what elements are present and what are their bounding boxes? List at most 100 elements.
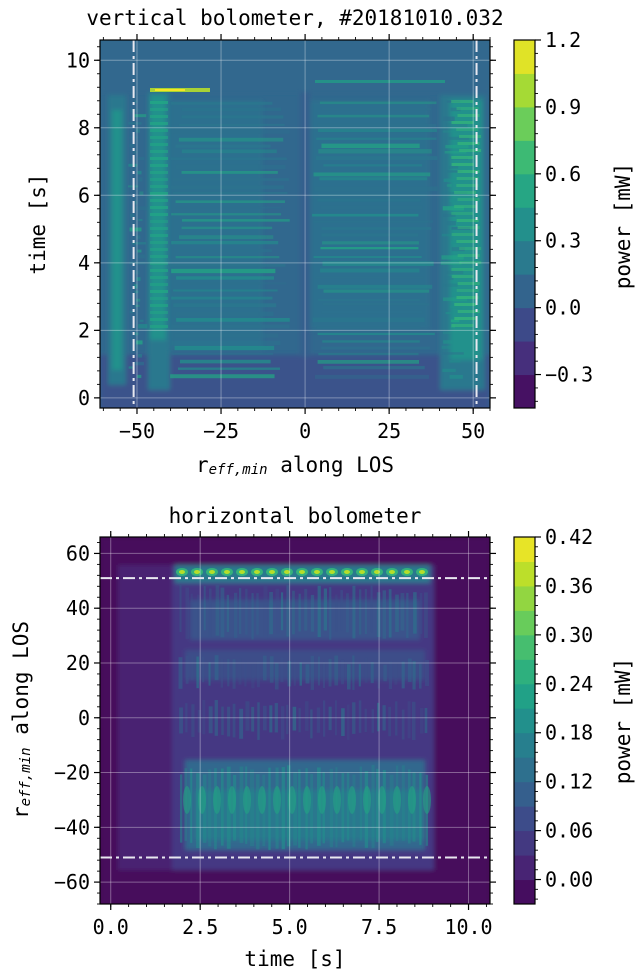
streak xyxy=(190,593,193,636)
streak xyxy=(335,594,338,632)
y-tick-label: −40 xyxy=(54,815,90,839)
streak xyxy=(250,769,255,847)
streak xyxy=(176,276,275,280)
streak xyxy=(320,205,423,210)
streak xyxy=(317,123,437,128)
streak xyxy=(412,661,416,690)
streak xyxy=(280,592,284,631)
streak xyxy=(315,276,424,279)
streak xyxy=(150,178,168,181)
streak xyxy=(442,368,456,372)
streak xyxy=(292,706,297,731)
streak xyxy=(170,129,290,134)
bottom-plot-frame xyxy=(99,536,491,905)
streak xyxy=(208,588,212,637)
bottom-reference-lines xyxy=(100,577,490,859)
hot-spot-core xyxy=(194,570,200,574)
streak xyxy=(371,765,375,849)
streak xyxy=(448,165,459,169)
streak xyxy=(150,220,168,223)
streak xyxy=(197,594,200,639)
streak xyxy=(150,276,168,279)
streak xyxy=(181,226,273,230)
streak xyxy=(447,170,463,173)
colorbar-level xyxy=(514,537,535,562)
streak xyxy=(443,116,455,121)
colorbar-tick-label: 0.12 xyxy=(545,770,593,794)
streak xyxy=(134,361,144,366)
streak xyxy=(316,707,321,733)
streak xyxy=(150,206,168,209)
streak xyxy=(150,255,168,258)
streak xyxy=(150,157,168,160)
hot-spot-core xyxy=(254,570,260,574)
streak xyxy=(321,310,423,314)
streak xyxy=(176,318,290,322)
streak xyxy=(321,143,420,149)
streak xyxy=(446,221,456,226)
streak xyxy=(135,128,140,133)
streak xyxy=(329,768,334,848)
x-tick-label: 7.5 xyxy=(361,915,397,939)
streak xyxy=(395,594,399,632)
streak xyxy=(318,149,432,154)
streak xyxy=(274,703,278,733)
streak xyxy=(171,240,279,245)
streak xyxy=(150,234,168,237)
streak xyxy=(456,128,479,131)
streak xyxy=(321,227,432,230)
streak xyxy=(150,241,168,244)
streak xyxy=(442,213,456,217)
streak xyxy=(171,213,282,216)
streak xyxy=(170,263,286,267)
streak xyxy=(352,655,355,690)
hot-spot-lower xyxy=(303,786,311,814)
streak xyxy=(256,593,259,635)
streak xyxy=(136,298,141,302)
streak xyxy=(317,585,321,638)
streak xyxy=(318,352,419,356)
streak xyxy=(456,240,479,243)
streak xyxy=(444,150,467,154)
streak xyxy=(313,172,431,177)
top-plot-frame xyxy=(99,39,491,409)
streak xyxy=(135,304,140,307)
y-tick-label: 2 xyxy=(78,318,90,342)
colorbar-level xyxy=(514,106,535,141)
streak xyxy=(442,297,468,302)
top-heatmap xyxy=(100,40,490,408)
streak xyxy=(451,268,474,271)
streak xyxy=(340,590,343,631)
streak xyxy=(170,333,279,338)
streak xyxy=(442,331,452,335)
streak xyxy=(443,136,470,140)
colorbar-level xyxy=(514,683,535,709)
streak xyxy=(388,589,392,638)
bottom-hot-spots xyxy=(176,568,431,814)
streak xyxy=(322,241,419,245)
streak xyxy=(263,585,268,640)
bottom-chart-title: horizontal bolometer xyxy=(169,504,422,528)
streak xyxy=(257,702,260,740)
streak xyxy=(310,773,314,844)
streak xyxy=(358,700,362,733)
streak xyxy=(150,129,168,132)
hot-spot-lower xyxy=(243,786,251,814)
streak xyxy=(323,164,422,167)
streak xyxy=(454,317,477,320)
streak xyxy=(450,240,460,244)
hot-spot-core xyxy=(209,570,215,574)
streak xyxy=(233,592,238,638)
streak xyxy=(310,655,315,690)
streak xyxy=(457,142,480,145)
streak xyxy=(328,658,332,687)
streak xyxy=(245,701,250,731)
streak xyxy=(383,664,387,682)
streak xyxy=(388,706,391,737)
hot-spot-lower xyxy=(423,786,431,814)
streak xyxy=(137,170,142,175)
colorbar-tick-label: 0.0 xyxy=(545,296,581,320)
streak xyxy=(321,108,431,111)
streak xyxy=(150,199,168,202)
streak xyxy=(318,298,420,301)
